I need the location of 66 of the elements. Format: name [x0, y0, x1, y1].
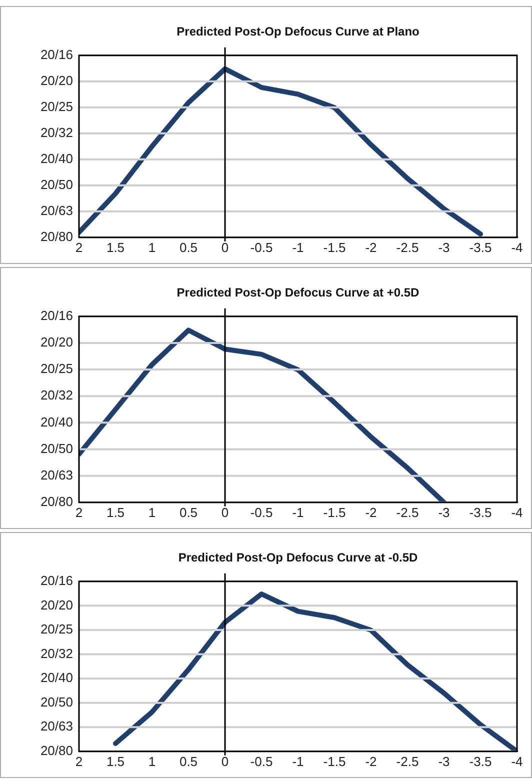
x-tick-label: 0.5 — [179, 240, 198, 255]
text: 20/63 — [40, 467, 73, 482]
text: 20/20 — [40, 72, 73, 88]
x-tick-label: -1.5 — [323, 754, 346, 769]
x-tick-label: -2 — [365, 754, 377, 769]
text: 20/25 — [40, 98, 73, 114]
x-tick-label: 2 — [75, 754, 83, 769]
x-tick-label: -4 — [511, 240, 523, 255]
x-tick-label: -1.5 — [323, 504, 346, 520]
x-tick-label: 1.5 — [106, 504, 125, 520]
x-tick-label: -1 — [292, 754, 304, 769]
x-tick-label: -3 — [438, 754, 450, 769]
text: 20/16 — [40, 308, 73, 323]
x-tick-label: -2 — [365, 504, 377, 520]
chart-title: Predicted Post-Op Defocus Curve at -0.5D — [178, 550, 418, 565]
text: 20/32 — [40, 646, 73, 661]
text: 20/16 — [40, 46, 73, 62]
x-tick-label: 1.5 — [106, 240, 125, 255]
x-tick-label: 0 — [221, 754, 229, 769]
x-tick-label: -2.5 — [396, 240, 419, 255]
text: 20/32 — [40, 124, 73, 140]
x-tick-label: -1.5 — [323, 240, 346, 255]
text: 20/50 — [40, 176, 73, 192]
x-tick-label: -2.5 — [396, 504, 419, 520]
x-tick-label: 0.5 — [179, 504, 198, 520]
x-tick-label: 1 — [148, 240, 156, 255]
x-tick-label: -3 — [438, 240, 450, 255]
x-tick-label: -3.5 — [469, 504, 492, 520]
text: 20/80 — [40, 494, 73, 509]
x-tick-label: -1 — [292, 504, 304, 520]
x-tick-label: 1 — [148, 754, 156, 769]
text: 20/63 — [40, 202, 73, 218]
x-tick-label: -0.5 — [250, 240, 273, 255]
text: 20/80 — [40, 228, 73, 244]
x-tick-label: 0.5 — [179, 754, 198, 769]
text: 20/32 — [40, 388, 73, 403]
text: 20/63 — [40, 718, 73, 734]
x-tick-label: -2 — [365, 240, 377, 255]
x-tick-label: -2.5 — [396, 754, 419, 769]
x-tick-label: 1 — [148, 504, 156, 520]
x-tick-label: 1.5 — [106, 754, 125, 769]
x-tick-label: 0 — [221, 504, 229, 520]
x-tick-label: -1 — [292, 240, 304, 255]
x-tick-label: 0 — [221, 240, 229, 255]
text: 20/50 — [40, 440, 73, 456]
x-tick-label: -0.5 — [250, 754, 273, 769]
text: 20/20 — [40, 597, 73, 612]
x-tick-label: -3.5 — [469, 754, 492, 769]
text: 20/20 — [40, 334, 73, 350]
text: 20/50 — [40, 694, 73, 710]
chart-title: Predicted Post-Op Defocus Curve at +0.5D — [176, 286, 420, 300]
x-tick-label: 2 — [75, 504, 83, 520]
x-tick-label: -0.5 — [250, 504, 273, 520]
x-tick-label: -4 — [511, 504, 523, 520]
text: 20/25 — [40, 361, 73, 376]
x-tick-label: -3 — [438, 504, 450, 520]
text: 20/40 — [40, 414, 73, 430]
text: 20/25 — [40, 622, 73, 637]
text: 20/40 — [40, 150, 73, 166]
chart-title: Predicted Post-Op Defocus Curve at Plano — [176, 24, 420, 39]
x-tick-label: -3.5 — [469, 240, 492, 255]
x-tick-label: -4 — [511, 754, 523, 769]
text: 20/40 — [40, 670, 73, 686]
text: 20/80 — [40, 742, 73, 758]
text: 20/16 — [40, 572, 73, 588]
x-tick-label: 2 — [75, 240, 83, 255]
